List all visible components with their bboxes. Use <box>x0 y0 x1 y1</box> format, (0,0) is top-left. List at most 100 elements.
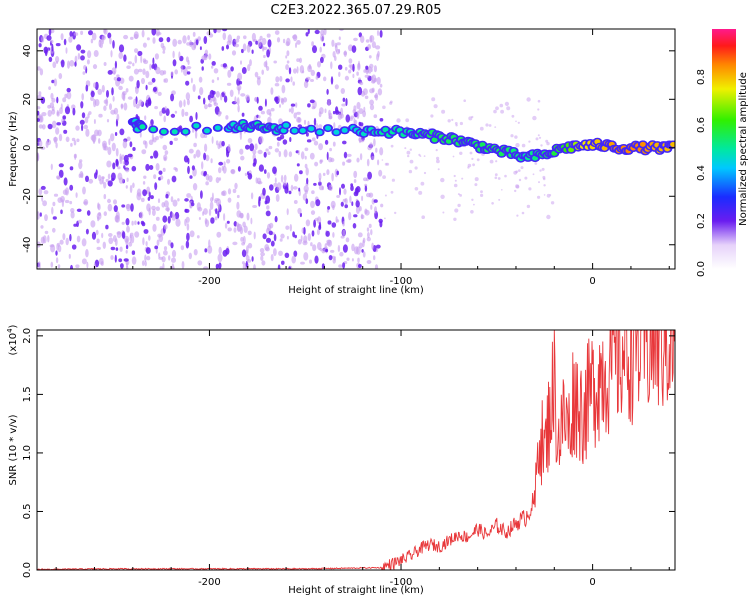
noise-point <box>257 181 263 185</box>
noise-point <box>515 143 520 148</box>
noise-point <box>292 231 295 238</box>
noise-point <box>293 112 297 119</box>
noise-point <box>436 156 440 160</box>
noise-point <box>292 186 298 190</box>
noise-point <box>352 223 357 229</box>
noise-point <box>242 235 246 245</box>
noise-point <box>421 215 426 219</box>
noise-point <box>292 81 296 86</box>
ridge-point <box>568 147 575 153</box>
noise-point <box>253 158 257 166</box>
noise-point <box>42 235 47 244</box>
noise-point <box>123 165 126 169</box>
noise-point <box>331 222 337 228</box>
noise-point <box>200 190 203 199</box>
noise-point <box>371 79 376 84</box>
noise-point <box>149 63 152 71</box>
noise-point <box>92 64 98 70</box>
noise-point <box>327 206 331 210</box>
noise-point <box>281 98 285 105</box>
noise-point <box>146 203 151 212</box>
noise-point <box>90 90 95 98</box>
noise-point <box>323 76 327 82</box>
noise-point <box>160 42 165 49</box>
noise-point <box>294 234 297 239</box>
noise-point <box>546 193 551 198</box>
noise-point <box>81 238 87 247</box>
noise-point <box>215 208 218 215</box>
noise-point <box>299 170 303 175</box>
noise-point <box>218 167 222 174</box>
noise-point <box>244 172 247 176</box>
ridge-point <box>670 142 675 147</box>
noise-point <box>376 30 380 36</box>
noise-point <box>373 138 376 147</box>
noise-point <box>192 84 196 92</box>
noise-point <box>96 246 101 250</box>
noise-point <box>161 256 166 263</box>
noise-point <box>437 168 440 171</box>
noise-point <box>226 220 230 224</box>
noise-point <box>265 237 272 243</box>
noise-point <box>278 118 283 125</box>
noise-point <box>142 237 145 246</box>
noise-point <box>161 202 165 208</box>
noise-point <box>44 214 48 222</box>
noise-point <box>63 177 68 186</box>
noise-point <box>162 50 166 54</box>
noise-point <box>361 195 364 202</box>
noise-point <box>225 115 229 120</box>
noise-point <box>375 244 381 249</box>
noise-point <box>85 249 89 258</box>
noise-point <box>414 187 419 191</box>
noise-point <box>358 264 362 268</box>
noise-point <box>111 142 116 152</box>
noise-point <box>88 111 92 115</box>
noise-point <box>262 46 268 51</box>
noise-point <box>74 55 78 63</box>
noise-point <box>222 29 228 32</box>
noise-point <box>245 144 250 150</box>
noise-point <box>214 216 218 221</box>
noise-point <box>267 39 272 48</box>
noise-point <box>278 250 283 256</box>
noise-point <box>245 260 248 268</box>
noise-point <box>245 94 250 101</box>
noise-point <box>264 169 267 174</box>
noise-point <box>204 104 208 110</box>
noise-point <box>183 99 186 107</box>
noise-point <box>279 238 283 242</box>
noise-point <box>145 84 148 91</box>
noise-point <box>353 37 358 42</box>
noise-point <box>90 96 94 102</box>
noise-point <box>355 205 360 214</box>
noise-point <box>229 89 234 98</box>
noise-point <box>217 253 223 263</box>
noise-point <box>373 199 378 203</box>
noise-point <box>297 207 302 215</box>
noise-point <box>353 179 357 183</box>
noise-point <box>245 249 249 257</box>
noise-point <box>311 230 315 237</box>
noise-point <box>185 216 190 223</box>
noise-point <box>352 63 355 72</box>
noise-point <box>258 164 264 172</box>
y-tick-label: 2.0 <box>22 328 33 344</box>
noise-point <box>128 241 133 247</box>
noise-point <box>379 83 383 88</box>
noise-point <box>442 211 445 214</box>
noise-point <box>304 155 307 160</box>
noise-point <box>80 101 84 109</box>
noise-point <box>532 115 537 121</box>
noise-point <box>491 202 494 205</box>
noise-point <box>528 187 532 191</box>
noise-point <box>538 181 540 184</box>
noise-point <box>80 30 84 35</box>
noise-point <box>305 167 309 176</box>
noise-point <box>121 221 125 225</box>
noise-point <box>430 114 434 118</box>
noise-point <box>163 224 168 230</box>
noise-point <box>43 46 49 54</box>
noise-point <box>61 118 64 124</box>
noise-point <box>526 204 531 209</box>
